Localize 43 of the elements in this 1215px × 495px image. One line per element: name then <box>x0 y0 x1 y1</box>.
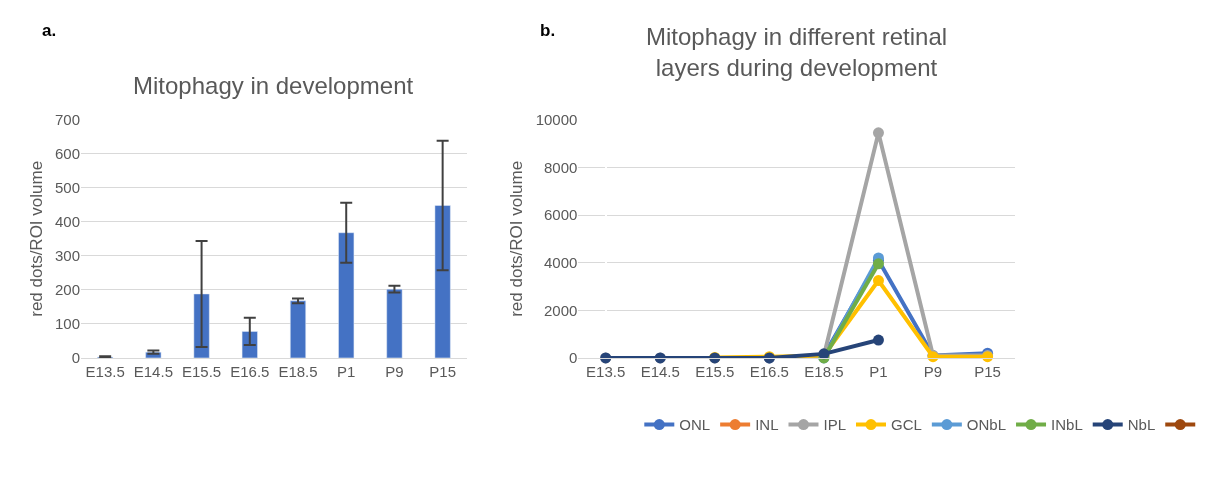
text: a. <box>42 21 57 40</box>
legend-label: ONL <box>679 416 711 434</box>
y-tick-label: 4000 <box>544 253 578 271</box>
text: b. <box>540 21 556 40</box>
x-tick-label: P15 <box>429 362 456 380</box>
y-tick-label: 2000 <box>544 301 578 319</box>
x-tick-label: P1 <box>869 362 888 380</box>
chart-title: Mitophagy in development <box>133 72 414 99</box>
x-tick-label: E15.5 <box>695 362 735 380</box>
x-tick-label: P9 <box>923 362 943 380</box>
y-tick-label: 8000 <box>544 158 578 176</box>
y-tick-label: 10000 <box>535 111 578 129</box>
legend-label: INL <box>755 416 779 434</box>
y-tick-label: 0 <box>71 349 81 367</box>
x-tick-label: E16.5 <box>230 362 270 380</box>
x-tick-label: P15 <box>974 362 1001 380</box>
x-tick-label: P9 <box>385 362 404 380</box>
legend-label: GCL <box>891 416 922 434</box>
x-tick-label: E14.5 <box>640 362 680 380</box>
y-tick-label: 500 <box>55 179 81 197</box>
y-tick-label: 200 <box>55 281 81 299</box>
x-tick-label: E13.5 <box>586 362 626 380</box>
y-tick-label: 400 <box>55 213 81 231</box>
y-tick-label: 300 <box>55 247 81 265</box>
x-tick-label: E16.5 <box>749 362 789 380</box>
x-tick-label: E18.5 <box>804 362 844 380</box>
y-tick-label: 700 <box>55 111 81 129</box>
x-tick-label: P1 <box>337 362 356 380</box>
y-axis-title: red dots/ROI volume <box>26 160 46 317</box>
x-tick-label: E14.5 <box>133 362 173 380</box>
legend-label: INbL <box>1051 416 1083 434</box>
y-axis-title: red dots/ROI volume <box>507 160 527 317</box>
y-tick-label: 600 <box>55 145 81 163</box>
y-tick-label: 6000 <box>544 206 578 224</box>
x-tick-label: E15.5 <box>181 362 222 380</box>
legend-label: IPL <box>823 416 846 434</box>
x-tick-label: E13.5 <box>85 362 125 380</box>
x-tick-label: E18.5 <box>278 362 318 380</box>
chart-title: Mitophagy in different retinal layers during development <box>646 23 948 82</box>
legend-label: NbL <box>1127 416 1156 434</box>
legend-label: ONbL <box>966 416 1007 434</box>
y-tick-label: 0 <box>569 349 578 367</box>
y-tick-label: 100 <box>55 315 81 333</box>
